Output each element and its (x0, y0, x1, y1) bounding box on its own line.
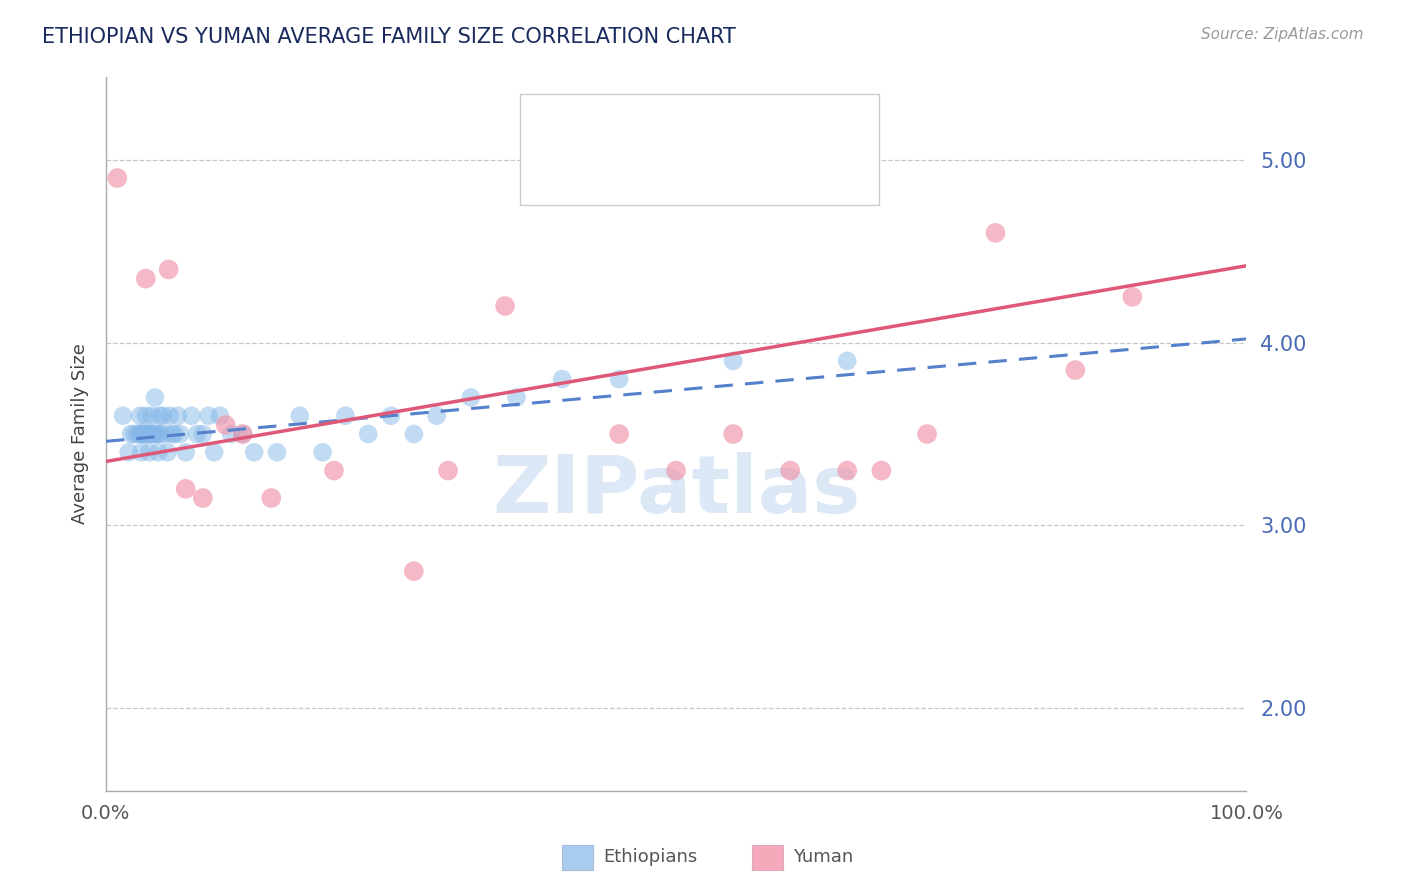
Point (665, 464, 688, 478)
Text: ETHIOPIAN VS YUMAN AVERAGE FAMILY SIZE CORRELATION CHART: ETHIOPIAN VS YUMAN AVERAGE FAMILY SIZE C… (42, 27, 737, 46)
Text: ZIPatlas: ZIPatlas (492, 452, 860, 530)
Point (135, 409, 157, 423)
Point (357, 427, 380, 442)
Point (494, 299, 516, 313)
Point (984, 226, 1007, 240)
Point (134, 427, 156, 442)
Point (120, 427, 142, 442)
Point (138, 445, 160, 459)
Point (607, 372, 630, 386)
Point (232, 427, 254, 442)
Point (111, 409, 134, 423)
Point (143, 391, 166, 405)
Point (157, 262, 180, 277)
Point (159, 409, 181, 423)
Text: R = 0.175: R = 0.175 (581, 110, 671, 128)
Point (335, 409, 357, 423)
Point (174, 445, 197, 459)
Point (142, 427, 165, 442)
Point (148, 445, 170, 459)
Point (266, 445, 288, 459)
Point (260, 491, 283, 505)
Point (129, 445, 152, 459)
Text: Yuman: Yuman (793, 848, 853, 866)
Point (132, 427, 155, 442)
Point (105, 171, 128, 186)
Point (191, 491, 214, 505)
Point (551, 372, 574, 386)
Point (180, 409, 202, 423)
Point (437, 464, 460, 478)
Point (402, 564, 425, 578)
Point (146, 427, 169, 442)
Point (186, 427, 208, 442)
Point (160, 427, 183, 442)
Point (1064, 363, 1087, 377)
Point (837, 354, 859, 368)
Text: Source: ZipAtlas.com: Source: ZipAtlas.com (1201, 27, 1364, 42)
Point (870, 464, 893, 478)
Point (135, 271, 157, 285)
Point (197, 409, 219, 423)
Point (202, 445, 225, 459)
Point (149, 427, 172, 442)
Point (505, 391, 527, 405)
Point (163, 427, 186, 442)
Point (166, 409, 188, 423)
Point (129, 427, 152, 442)
Point (380, 409, 402, 423)
Point (607, 427, 630, 442)
Point (232, 427, 254, 442)
Point (152, 409, 174, 423)
Point (402, 427, 425, 442)
Point (174, 482, 197, 496)
Point (1121, 290, 1143, 304)
Point (837, 464, 859, 478)
Point (169, 427, 191, 442)
Point (323, 464, 346, 478)
Point (118, 445, 141, 459)
Y-axis label: Average Family Size: Average Family Size (72, 343, 89, 524)
Point (155, 427, 177, 442)
Text: R = 0.316: R = 0.316 (581, 171, 671, 189)
Point (214, 417, 236, 432)
Point (221, 427, 243, 442)
Point (426, 409, 449, 423)
Point (721, 354, 744, 368)
Text: N = 57: N = 57 (700, 110, 763, 128)
Point (156, 445, 179, 459)
Point (148, 409, 170, 423)
Point (124, 427, 146, 442)
Point (460, 391, 482, 405)
Point (191, 427, 214, 442)
Point (142, 427, 165, 442)
Text: Ethiopians: Ethiopians (603, 848, 697, 866)
Point (721, 427, 744, 442)
Point (141, 409, 163, 423)
Text: N = 22: N = 22 (700, 171, 763, 189)
Point (208, 409, 231, 423)
Point (288, 409, 311, 423)
Point (127, 427, 149, 442)
Point (129, 409, 152, 423)
Point (136, 427, 159, 442)
Point (311, 445, 333, 459)
Point (915, 427, 938, 442)
Point (779, 464, 801, 478)
Point (243, 445, 266, 459)
Point (139, 427, 162, 442)
Point (145, 427, 167, 442)
Point (131, 427, 153, 442)
Point (136, 427, 159, 442)
